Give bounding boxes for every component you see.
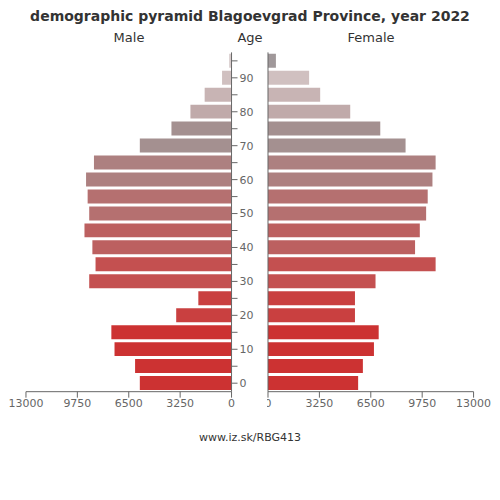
svg-text:6500: 6500 xyxy=(115,397,143,410)
svg-text:13000: 13000 xyxy=(9,397,44,410)
svg-text:40: 40 xyxy=(240,241,254,254)
svg-text:13000: 13000 xyxy=(457,397,492,410)
html-text:www.iz.sk/RBG413: www.iz.sk/RBG413 xyxy=(198,431,302,444)
svg-text:6500: 6500 xyxy=(357,397,385,410)
svg-text:90: 90 xyxy=(240,72,254,85)
html-text:Male: Male xyxy=(113,30,145,45)
svg-text:0: 0 xyxy=(267,397,272,410)
svg-text:3250: 3250 xyxy=(306,397,334,410)
svg-text:10: 10 xyxy=(240,343,254,356)
svg-text:3250: 3250 xyxy=(166,397,194,410)
svg-text:0: 0 xyxy=(240,377,247,390)
svg-text:50: 50 xyxy=(240,207,254,220)
svg-text:80: 80 xyxy=(240,106,254,119)
svg-text:30: 30 xyxy=(240,275,254,288)
svg-text:0: 0 xyxy=(228,397,235,410)
svg-text:9750: 9750 xyxy=(63,397,91,410)
html-text:Age: Age xyxy=(237,30,263,45)
html-text:Female: Female xyxy=(347,30,395,45)
svg-text:70: 70 xyxy=(240,140,254,153)
svg-text:60: 60 xyxy=(240,174,254,187)
svg-text:9750: 9750 xyxy=(409,397,437,410)
html-text:demographic pyramid Blagoevgra: demographic pyramid Blagoevgrad Province… xyxy=(30,8,470,24)
svg-text:20: 20 xyxy=(240,309,254,322)
